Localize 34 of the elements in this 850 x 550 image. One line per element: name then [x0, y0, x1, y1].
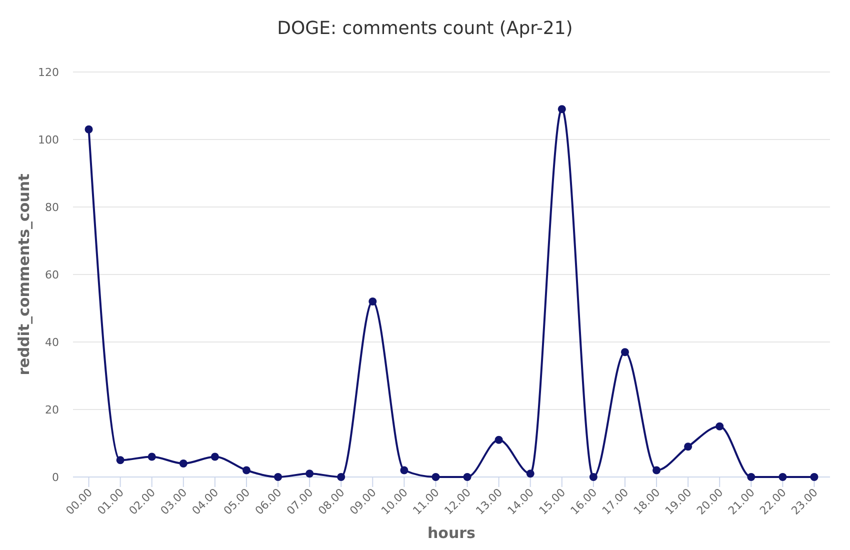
y-tick-label: 100	[38, 134, 59, 146]
point	[210, 452, 219, 461]
point	[337, 473, 346, 481]
point	[494, 436, 503, 444]
point	[432, 473, 440, 481]
y-axis-title: reddit_comments_count	[15, 174, 33, 376]
point	[558, 105, 566, 114]
y-tick-label: 60	[45, 268, 59, 282]
point	[400, 466, 408, 474]
point	[810, 473, 818, 481]
point	[684, 442, 692, 451]
point	[589, 473, 598, 481]
y-tick-label: 20	[45, 404, 59, 416]
point	[652, 466, 661, 474]
point	[716, 422, 724, 430]
point	[148, 452, 156, 461]
point	[274, 473, 282, 481]
point	[747, 473, 756, 481]
point	[778, 473, 787, 481]
point	[368, 298, 377, 306]
y-tick-label: 40	[45, 336, 59, 349]
y-tick-label: 80	[45, 201, 59, 214]
point	[620, 348, 629, 356]
point	[526, 470, 534, 478]
y-tick-label: 120	[38, 66, 59, 79]
point	[463, 473, 472, 481]
point	[179, 460, 188, 468]
point	[84, 125, 93, 134]
point	[242, 466, 250, 474]
point	[306, 470, 314, 478]
chart-title: DOGE: comments count (Apr-21)	[277, 18, 573, 39]
point	[116, 456, 124, 464]
x-axis-title: hours	[428, 524, 476, 542]
y-tick-label: 0	[52, 471, 59, 484]
